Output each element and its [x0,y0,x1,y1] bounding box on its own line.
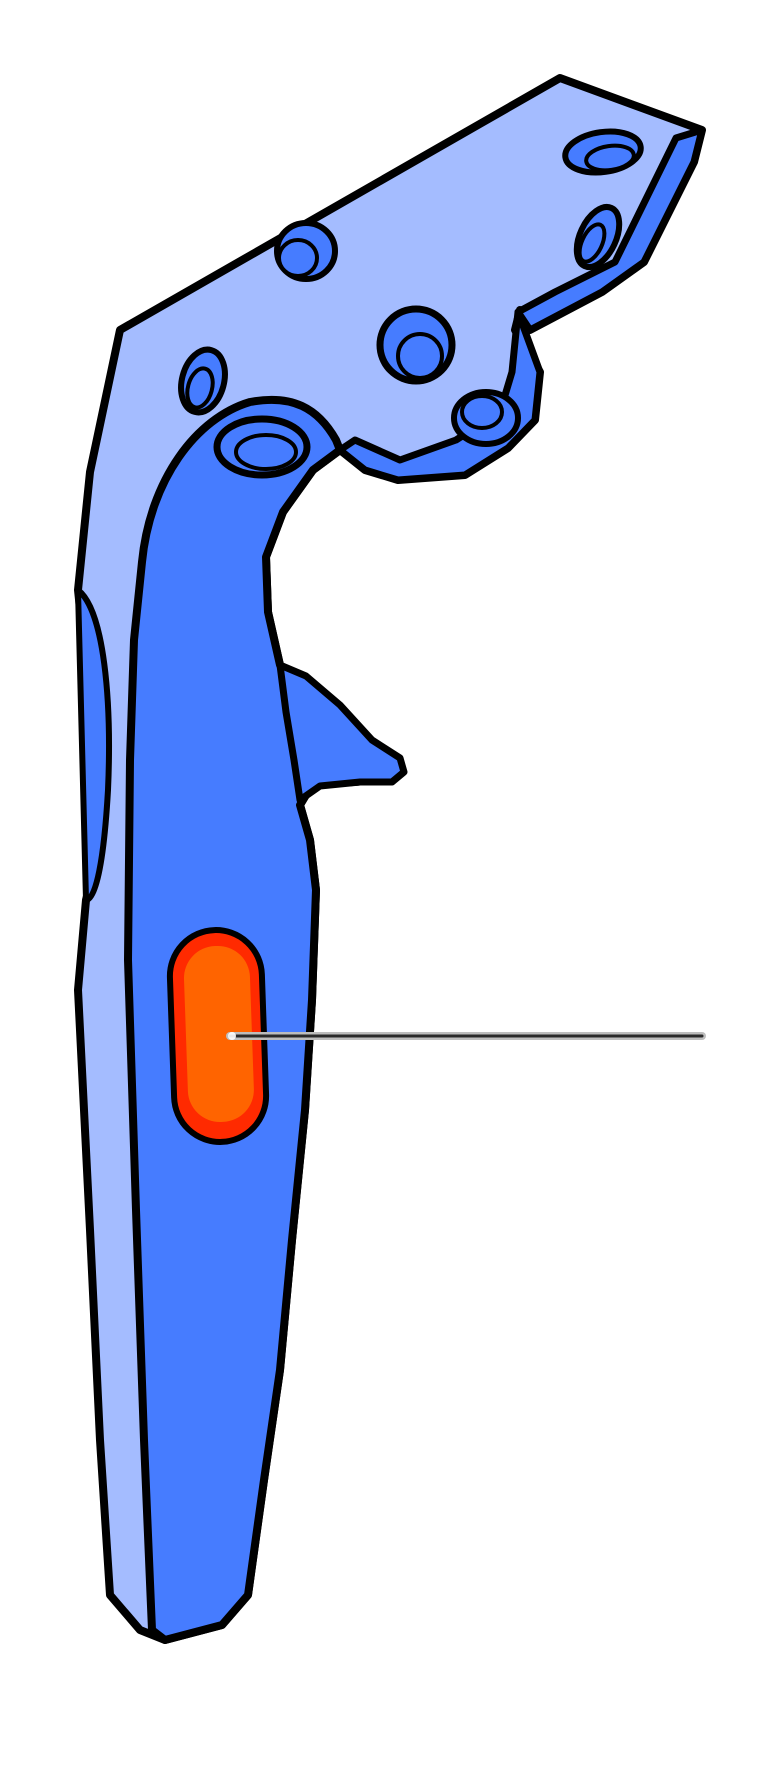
side-panel [75,587,112,903]
screw-hole-2 [573,204,623,270]
screw-holes [178,128,644,479]
screw-hole-7 [213,415,311,479]
callout-leader [226,1032,706,1040]
trigger-fin [276,661,408,804]
screw-hole-3 [274,220,338,282]
leader-anchor-dot [228,1032,236,1040]
screw-hole-5 [178,346,228,416]
screw-hole-4 [376,305,456,385]
seam-line [126,639,153,1631]
screw-hole-1 [562,128,644,176]
grip-button [166,927,270,1145]
screw-hole-6 [451,389,521,447]
